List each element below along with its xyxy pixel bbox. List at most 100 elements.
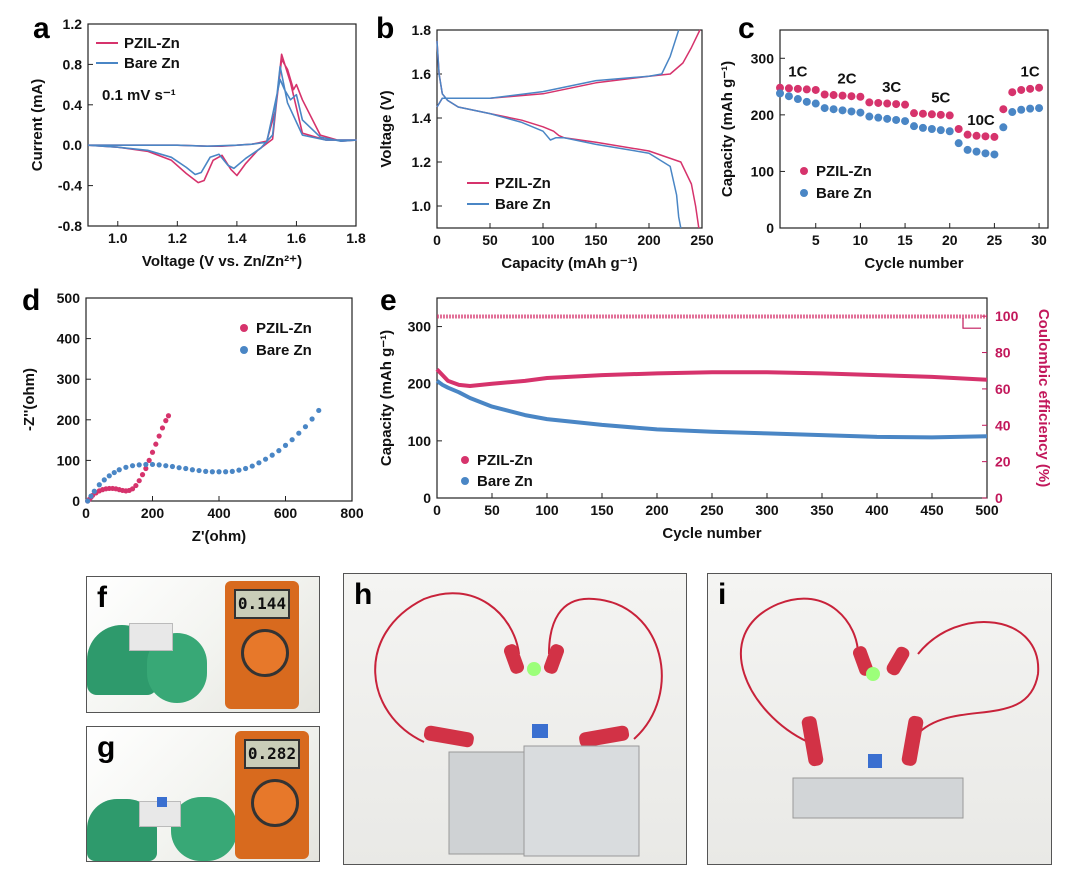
rate-point <box>883 99 892 108</box>
nyquist-point <box>282 442 289 448</box>
rate-label: 5C <box>931 89 950 106</box>
x-tick-label: 450 <box>920 502 944 518</box>
y2-tick-label: 100 <box>995 308 1019 324</box>
x-axis-label: Cycle number <box>662 525 761 542</box>
nyquist-point <box>129 463 136 469</box>
nyquist-point <box>146 457 152 463</box>
x-axis-label: Cycle number <box>864 255 963 272</box>
rate-point <box>963 145 972 154</box>
x-tick-label: 150 <box>590 502 614 518</box>
y-tick-label: 200 <box>408 376 432 392</box>
selector-dial <box>251 779 299 827</box>
y-tick-label: 1.4 <box>412 110 432 126</box>
x-tick-label: 800 <box>340 505 364 521</box>
rate-label: 10C <box>967 112 995 129</box>
rate-point <box>829 105 838 114</box>
y-tick-label: 100 <box>57 452 81 468</box>
y-tick-label: 300 <box>751 50 775 66</box>
rate-point <box>865 112 874 121</box>
chart-panel-a: a 1.0 1.2 1.4 1.6 1.8 -0.8 -0.4 0.0 0.4 0.8 1.2 Volt… <box>29 12 366 270</box>
rate-point <box>820 90 829 99</box>
x-tick-label: 0 <box>82 505 90 521</box>
panel-letter-a: a <box>33 12 50 45</box>
rate-point <box>972 147 981 156</box>
x-tick-label: 30 <box>1031 232 1047 248</box>
clip-bottom-right <box>579 725 630 748</box>
legend-label: Bare Zn <box>256 342 312 359</box>
charge-curve-Bare Zn <box>436 29 680 108</box>
led-circuit-drawing <box>739 597 1040 819</box>
rate-point <box>945 127 954 136</box>
x-tick-label: 20 <box>942 232 958 248</box>
rate-point <box>802 97 811 106</box>
y-axis-label: Capacity (mAh g⁻¹) <box>378 330 395 466</box>
capacity-curve-Bare Zn <box>435 379 988 440</box>
x-tick-label: 250 <box>700 502 724 518</box>
rate-point <box>910 122 918 131</box>
rate-point <box>936 110 945 119</box>
y-tick-label: 400 <box>57 331 81 347</box>
rate-point <box>1026 104 1035 113</box>
clip-right <box>886 646 910 676</box>
panel-letter-c: c <box>738 12 755 45</box>
x-tick-label: 100 <box>531 232 555 248</box>
pouch-cell <box>129 623 173 651</box>
y-axis-label: Voltage (V) <box>378 90 395 167</box>
legend-marker <box>800 189 808 197</box>
rate-point <box>776 89 784 98</box>
nyquist-point <box>223 469 229 475</box>
photo-panel-h: h <box>343 573 687 865</box>
rate-point <box>883 114 892 123</box>
x-tick-label: 5 <box>812 232 820 248</box>
multimeter: 0.282 <box>235 731 309 859</box>
x-tick-label: 1.0 <box>108 230 128 246</box>
nyquist-point <box>116 467 122 473</box>
rate-point <box>874 113 883 122</box>
rate-point <box>847 107 856 116</box>
capacity-curve-PZIL-Zn <box>435 368 988 388</box>
wire-left <box>374 592 520 743</box>
nyquist-point <box>143 465 149 472</box>
nyquist-point <box>196 467 202 474</box>
nyquist-point <box>183 465 189 472</box>
y-tick-label: 500 <box>57 290 81 306</box>
y-tick-label: 100 <box>751 163 775 179</box>
nyquist-point <box>249 463 255 469</box>
panel-letter-b: b <box>376 12 394 45</box>
photo-panel-g: 0.282 g <box>86 726 320 862</box>
nyquist-point <box>101 477 107 483</box>
x-tick-label: 500 <box>975 502 999 518</box>
panel-letter-d: d <box>22 284 40 317</box>
y2-axis-label: Coulombic efficiency (%) <box>1035 309 1052 487</box>
rate-point <box>776 83 784 92</box>
x-tick-label: 400 <box>207 505 231 521</box>
nyquist-point <box>149 461 156 468</box>
cv-curve-Bare Zn <box>87 65 357 176</box>
x-tick-label: 1.6 <box>287 230 307 246</box>
nyquist-point <box>269 452 275 458</box>
nyquist-point <box>289 437 295 443</box>
rate-point <box>784 92 793 101</box>
nyquist-point <box>156 433 162 439</box>
x-tick-label: 100 <box>535 502 559 518</box>
rate-point <box>999 123 1008 132</box>
x-tick-label: 200 <box>637 232 661 248</box>
nyquist-point <box>276 448 282 454</box>
nyquist-point <box>262 456 269 462</box>
x-tick-label: 1.4 <box>227 230 247 246</box>
rate-point <box>936 126 945 135</box>
nyquist-point <box>163 418 169 424</box>
y-tick-label: -0.8 <box>58 218 82 234</box>
rate-point <box>784 84 793 93</box>
y-tick-label: 200 <box>751 107 775 123</box>
nyquist-point <box>129 486 136 492</box>
legend-label: PZIL-Zn <box>477 452 533 469</box>
x-tick-label: 200 <box>141 505 165 521</box>
chart-panel-b: b 0 50 100 150 200 250 1.0 1.2 1.4 1.6 1.8 Capacity … <box>376 12 714 272</box>
y-tick-label: -0.4 <box>58 178 82 194</box>
nyquist-point <box>302 424 309 430</box>
nyquist-point <box>88 493 94 499</box>
chart-panel-d: d 0 200 400 600 800 0 100 200 300 400 500 Z'(ohm) -Z'… <box>21 284 364 545</box>
discharge-curve-PZIL-Zn <box>436 40 700 229</box>
x-tick-label: 15 <box>897 232 913 248</box>
